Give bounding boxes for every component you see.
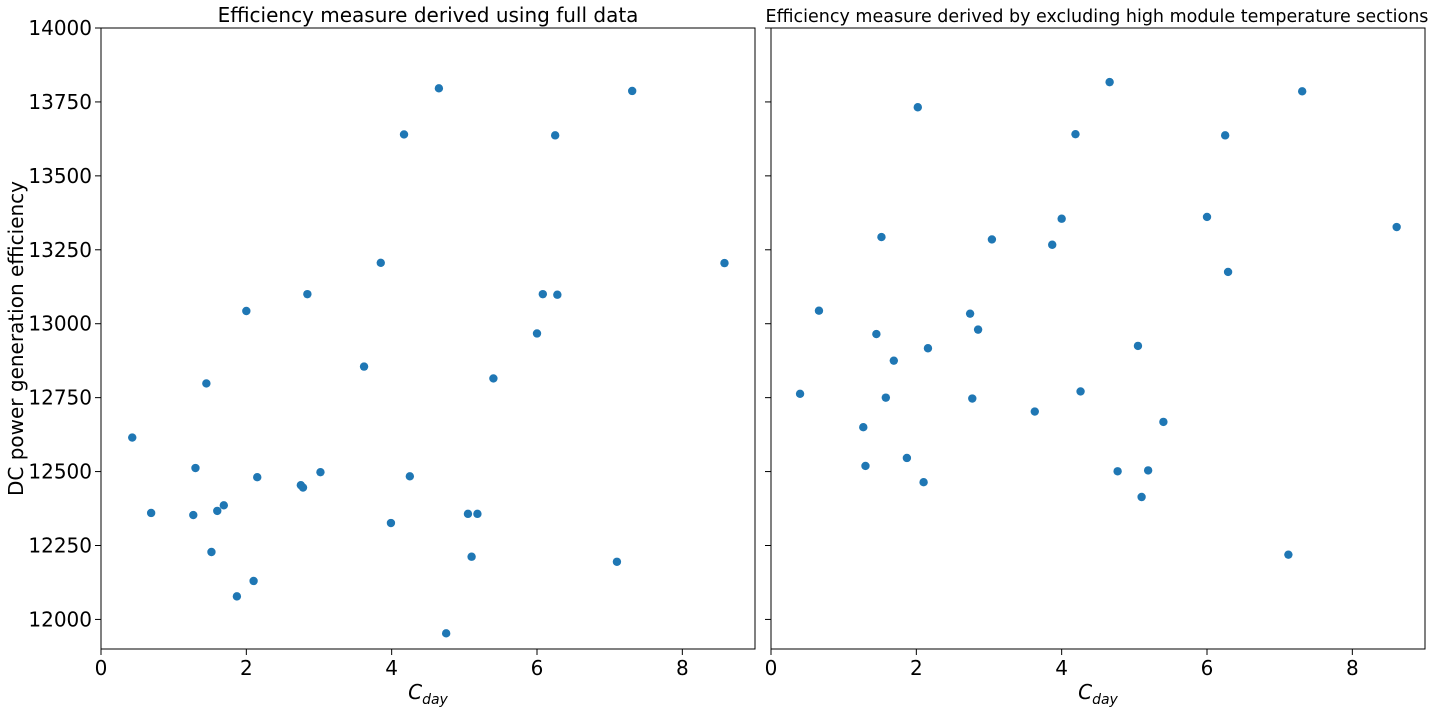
data-point <box>249 576 258 586</box>
data-point <box>359 362 369 371</box>
x-axis-label-subscript: day <box>1092 692 1118 708</box>
data-point <box>919 478 928 487</box>
y-tick-label: 12750 <box>28 386 92 410</box>
data-point <box>889 356 899 365</box>
x-tick-label: 8 <box>676 656 689 680</box>
data-point <box>987 235 997 244</box>
y-tick-label: 12250 <box>28 534 92 558</box>
data-point <box>207 547 216 557</box>
data-point <box>386 518 396 528</box>
data-point <box>1392 222 1401 232</box>
data-point <box>1113 467 1122 476</box>
data-point <box>550 131 560 140</box>
y-tick-label: 13000 <box>28 312 92 336</box>
data-point <box>1284 550 1293 559</box>
x-tick-label: 4 <box>385 656 398 680</box>
panel-excluding-high-temp: Efficiency measure derived by excluding … <box>765 7 1429 708</box>
data-point <box>968 394 977 403</box>
x-axis-label-main: C <box>408 680 422 704</box>
data-point <box>213 506 222 516</box>
data-point <box>1133 341 1143 351</box>
data-point <box>553 290 562 299</box>
y-tick-label: 13750 <box>28 90 92 114</box>
data-point <box>973 325 983 334</box>
data-point <box>1071 129 1080 139</box>
data-point <box>538 289 548 299</box>
data-point <box>872 329 881 339</box>
plot-frame <box>100 27 756 650</box>
panel-full-data: Efficiency measure derived using full da… <box>4 3 756 708</box>
data-point <box>489 374 498 383</box>
data-point <box>316 467 325 477</box>
data-point <box>232 592 242 601</box>
data-point <box>1048 240 1057 249</box>
x-tick-label: 4 <box>1055 656 1068 680</box>
data-point <box>902 453 912 463</box>
x-axis-label: Cday <box>1078 680 1118 708</box>
data-point <box>376 258 385 267</box>
data-point <box>532 329 542 338</box>
y-tick-label: 13250 <box>28 238 92 262</box>
data-point <box>795 389 805 398</box>
x-axis-label-subscript: day <box>422 692 448 708</box>
x-tick-label: 8 <box>1346 656 1359 680</box>
data-point <box>128 433 137 442</box>
data-point <box>473 509 482 519</box>
chart-title: Efficiency measure derived using full da… <box>218 3 639 27</box>
data-point <box>202 379 211 388</box>
data-point <box>146 508 156 518</box>
data-point <box>219 501 229 510</box>
data-point <box>1030 407 1039 416</box>
data-point <box>859 423 868 432</box>
data-point <box>1159 417 1168 427</box>
data-point <box>191 463 200 473</box>
x-axis-label-main: C <box>1078 680 1092 704</box>
data-point <box>612 557 622 566</box>
data-point <box>242 306 251 316</box>
y-tick-label: 14000 <box>28 16 92 40</box>
data-point <box>877 232 886 242</box>
x-tick-label: 2 <box>910 656 923 680</box>
x-tick-label: 2 <box>240 656 253 680</box>
data-point <box>441 629 451 638</box>
y-tick-label: 12000 <box>28 607 92 631</box>
data-point <box>189 510 198 520</box>
data-point <box>253 472 262 482</box>
data-point <box>627 86 637 96</box>
data-point <box>467 552 476 561</box>
x-axis-label: Cday <box>408 680 448 708</box>
x-tick-label: 6 <box>1201 656 1214 680</box>
data-point <box>463 509 473 519</box>
data-point <box>405 472 415 481</box>
y-tick-label: 12500 <box>28 460 92 484</box>
data-point <box>1076 387 1085 396</box>
data-point <box>434 84 444 93</box>
data-point <box>1143 466 1153 475</box>
data-point <box>913 103 922 112</box>
data-point <box>923 344 933 353</box>
data-point <box>1202 212 1212 222</box>
x-tick-label: 6 <box>531 656 544 680</box>
data-point <box>965 309 975 318</box>
y-axis-label: DC power generation efficiency <box>4 181 28 496</box>
data-point <box>1105 77 1114 87</box>
data-point <box>1223 267 1233 277</box>
y-tick-label: 13500 <box>28 164 92 188</box>
data-point <box>399 130 409 139</box>
data-point <box>881 393 891 402</box>
data-point <box>720 258 729 268</box>
x-tick-label: 0 <box>95 656 108 680</box>
chart-title: Efficiency measure derived by excluding … <box>766 7 1429 27</box>
data-point <box>298 483 308 492</box>
data-point <box>1297 87 1307 96</box>
data-point <box>1137 492 1146 502</box>
data-point <box>861 461 870 471</box>
data-point <box>814 306 824 315</box>
plot-frame <box>770 27 1426 650</box>
data-point <box>1220 131 1230 140</box>
x-tick-label: 0 <box>765 656 778 680</box>
data-point <box>303 289 312 299</box>
data-point <box>1057 214 1066 223</box>
